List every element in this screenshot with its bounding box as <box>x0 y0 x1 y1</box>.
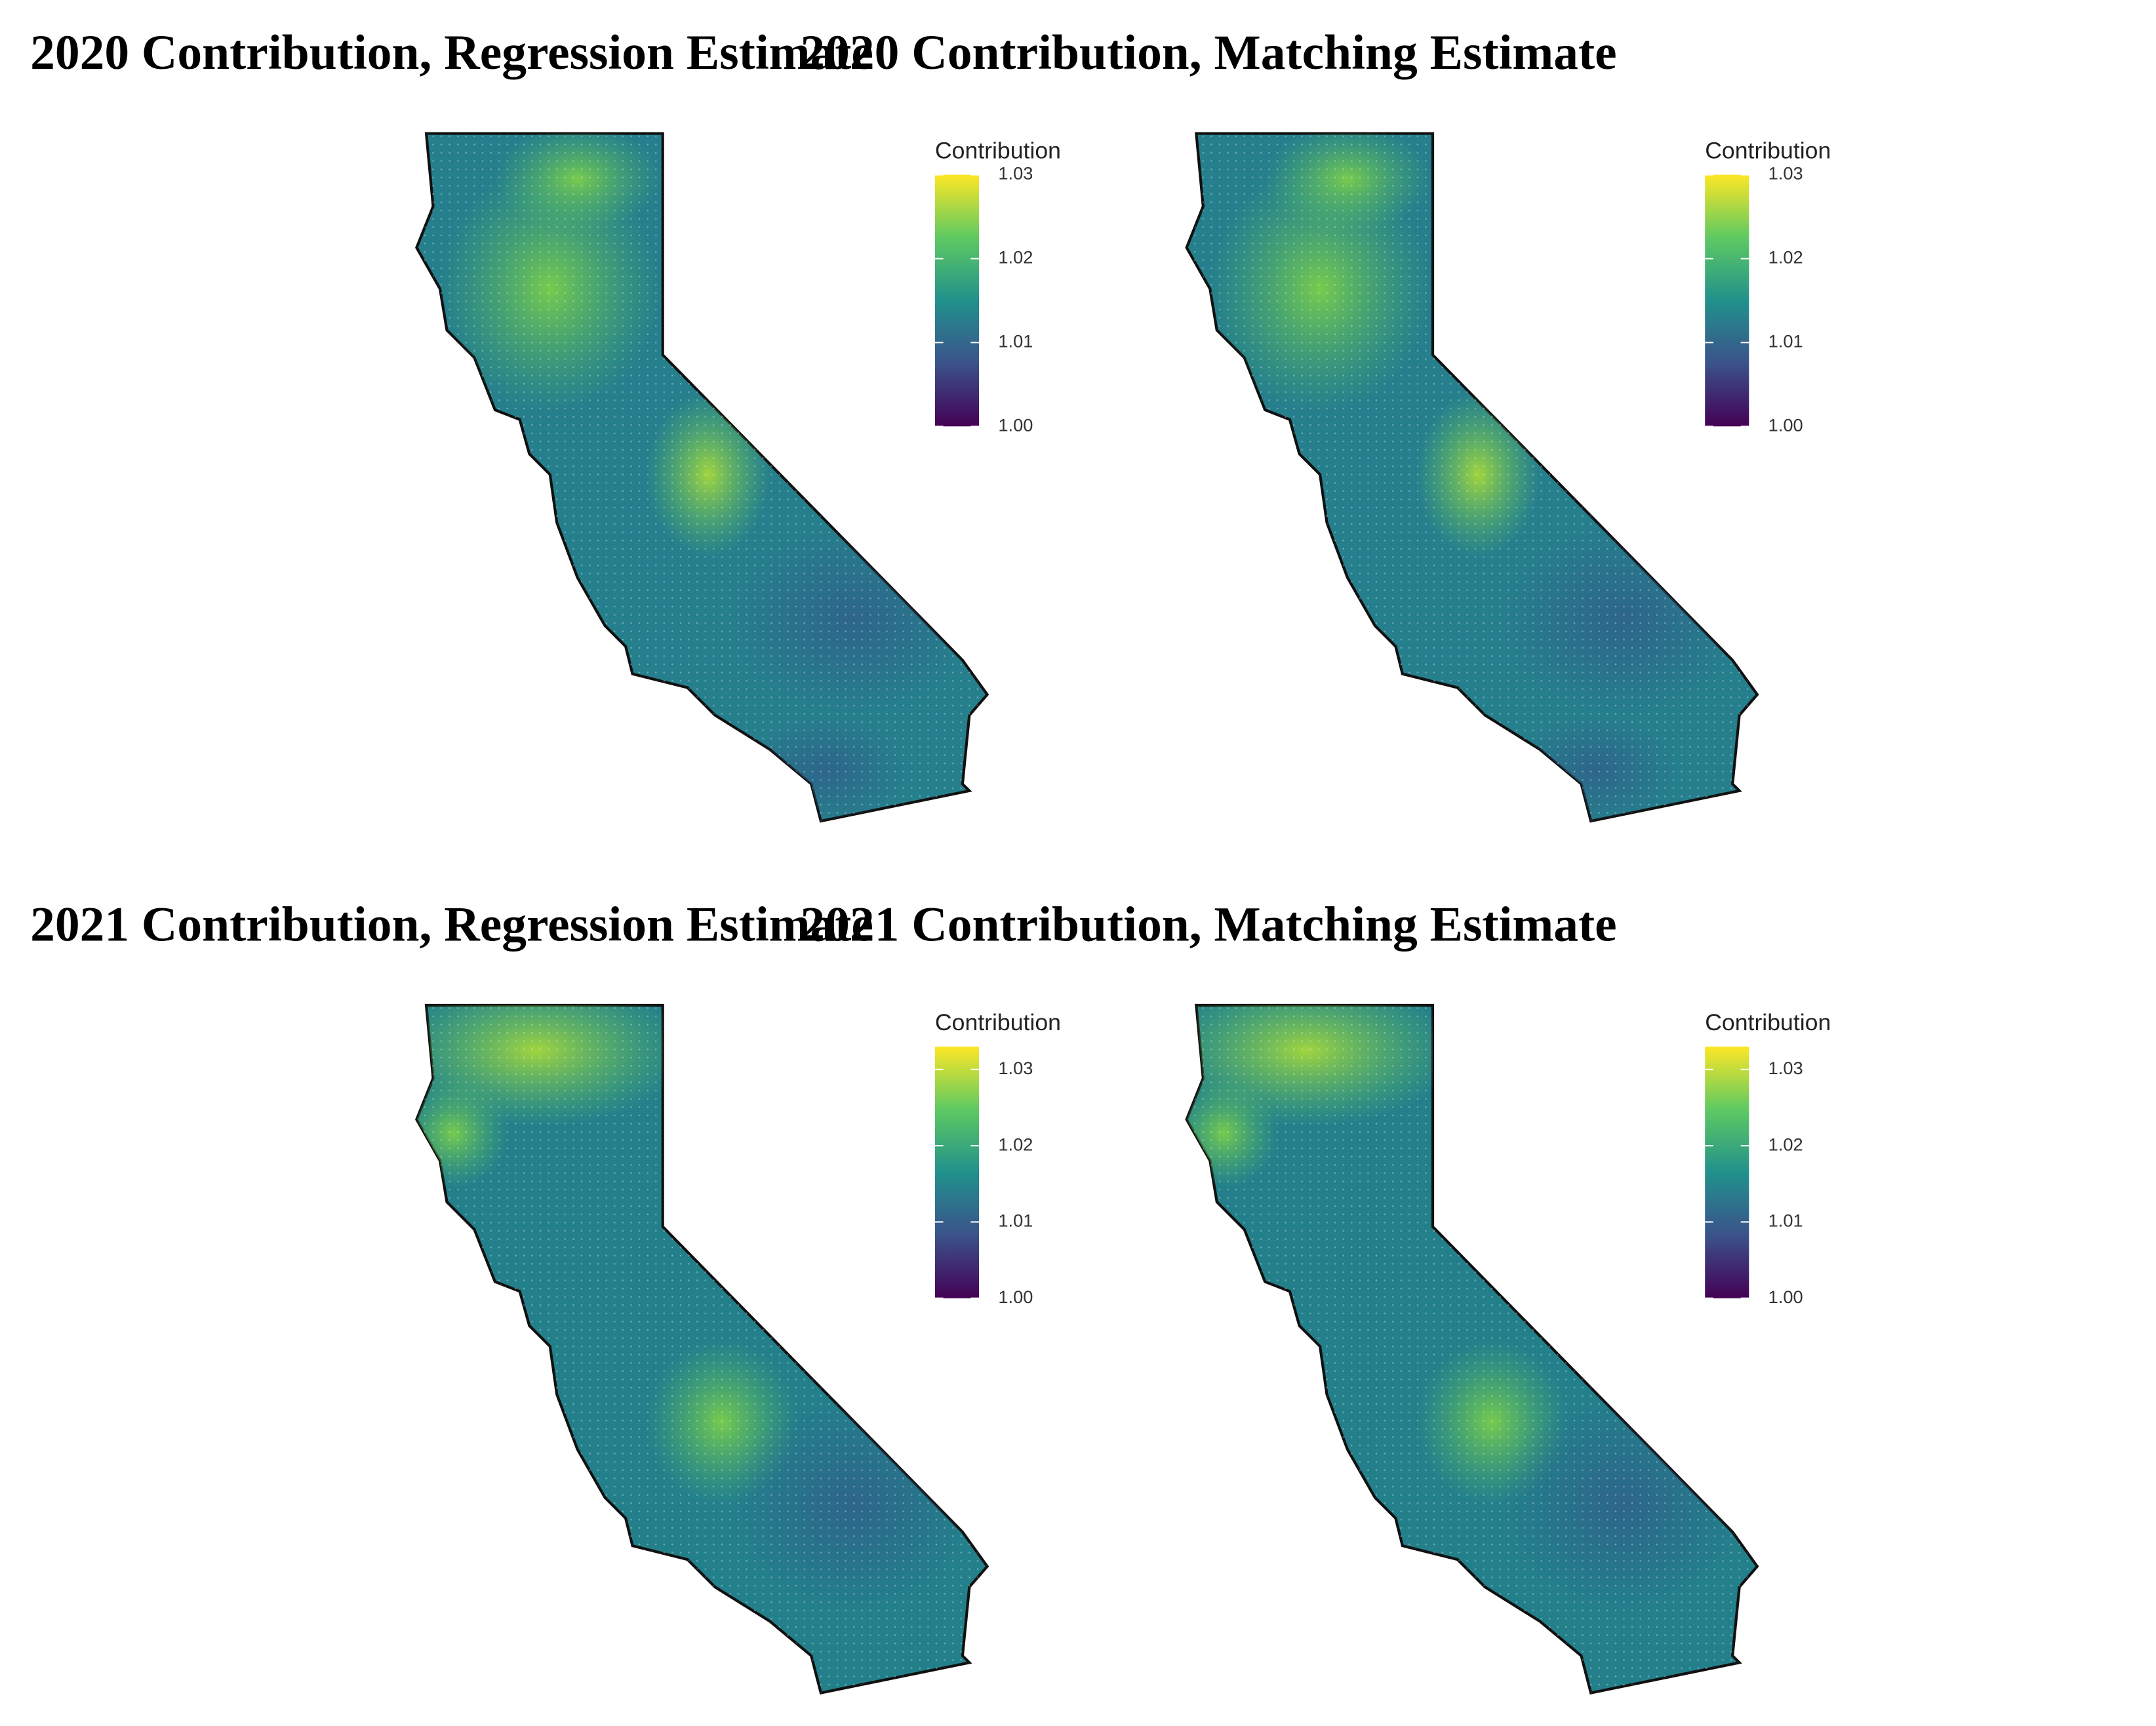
colorbar-tick-label: 1.03 <box>1768 1058 1803 1078</box>
colorbar-tick-label: 1.02 <box>998 247 1033 268</box>
panel-title: 2020 Contribution, Matching Estimate <box>800 26 1616 80</box>
colorbar-tick-label: 1.01 <box>998 1211 1033 1231</box>
colorbar-tick-label: 1.00 <box>1768 414 1803 435</box>
colorbar-tick-label: 1.00 <box>998 414 1033 435</box>
colorbar-tick-label: 1.00 <box>1768 1287 1803 1307</box>
panel: 2020 Contribution, Regression Estimate Co… <box>30 26 1061 435</box>
colorbar <box>934 1046 980 1298</box>
map <box>1155 975 1774 1711</box>
legend-title: Contribution <box>935 1009 1061 1035</box>
colorbar <box>1705 1046 1749 1298</box>
map <box>399 124 1004 839</box>
panel-title: 2021 Contribution, Regression Estimate <box>30 897 873 952</box>
legend-title: Contribution <box>935 137 1061 163</box>
map <box>385 975 1004 1711</box>
colorbar <box>934 174 980 427</box>
map <box>1168 124 1774 839</box>
colorbar-tick-label: 1.01 <box>1768 331 1803 351</box>
legend-title: Contribution <box>1705 137 1831 163</box>
colorbar-tick-label: 1.00 <box>998 1287 1033 1307</box>
colorbar-tick-label: 1.01 <box>1768 1211 1803 1231</box>
colorbar-tick-label: 1.02 <box>998 1134 1033 1154</box>
panel: 2021 Contribution, Regression Estimate Co… <box>30 897 1061 1306</box>
panel: 2021 Contribution, Matching Estimate Cont… <box>800 897 1831 1306</box>
panel: 2020 Contribution, Matching Estimate Cont… <box>800 26 1831 435</box>
colorbar-tick-label: 1.01 <box>998 331 1033 351</box>
panel-title: 2020 Contribution, Regression Estimate <box>30 26 873 80</box>
colorbar <box>1705 174 1749 427</box>
colorbar-tick-label: 1.02 <box>1768 1134 1803 1154</box>
legend-title: Contribution <box>1705 1009 1831 1035</box>
colorbar-tick-label: 1.03 <box>998 1058 1033 1078</box>
colorbar-tick-label: 1.03 <box>1768 163 1803 184</box>
colorbar-tick-label: 1.03 <box>998 163 1033 184</box>
colorbar-tick-label: 1.02 <box>1768 247 1803 268</box>
panel-title: 2021 Contribution, Matching Estimate <box>800 897 1616 952</box>
